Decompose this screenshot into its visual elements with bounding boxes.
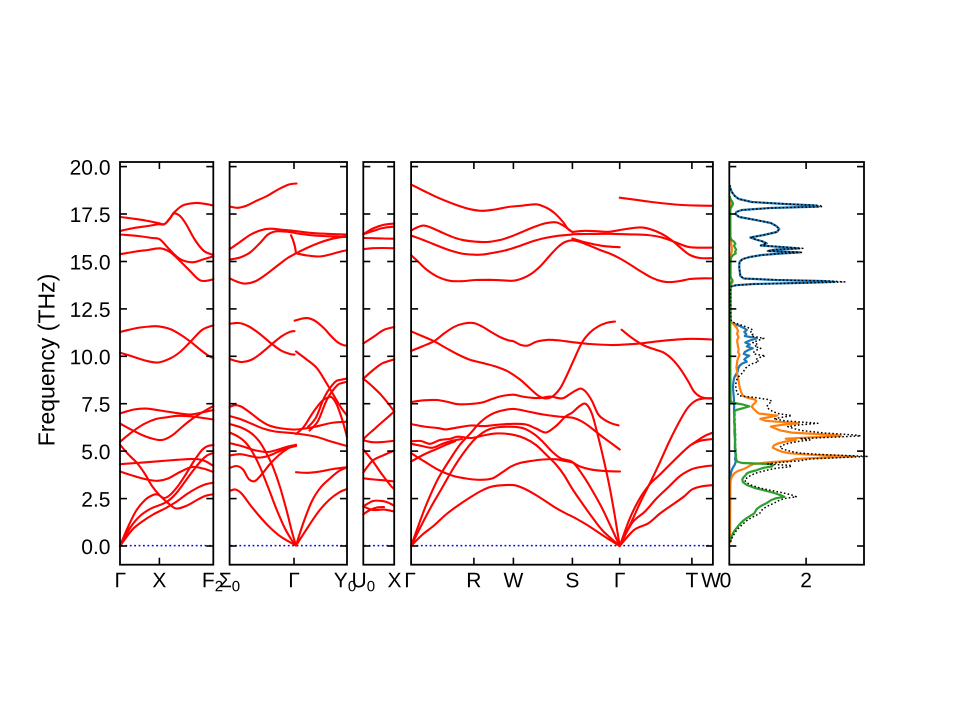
svg-text:7.5: 7.5 (81, 394, 110, 417)
svg-text:T: T (685, 569, 698, 592)
svg-text:2: 2 (800, 569, 812, 592)
svg-text:0.0: 0.0 (81, 536, 110, 559)
svg-text:0: 0 (720, 569, 732, 592)
svg-text:5.0: 5.0 (81, 441, 110, 464)
svg-text:S: S (565, 569, 579, 592)
svg-text:20.0: 20.0 (70, 157, 111, 180)
svg-text:R: R (466, 569, 481, 592)
svg-text:12.5: 12.5 (70, 299, 111, 322)
svg-text:W: W (503, 569, 523, 592)
svg-text:W: W (701, 569, 721, 592)
svg-text:Γ: Γ (614, 569, 626, 592)
svg-text:15.0: 15.0 (70, 251, 111, 274)
svg-text:2.5: 2.5 (81, 489, 110, 512)
svg-text:X: X (387, 569, 401, 592)
svg-text:Γ: Γ (115, 569, 127, 592)
svg-text:Frequency (THz): Frequency (THz) (34, 274, 60, 447)
svg-text:10.0: 10.0 (70, 346, 111, 369)
svg-text:X: X (152, 569, 166, 592)
svg-text:Γ: Γ (404, 569, 416, 592)
svg-text:17.5: 17.5 (70, 204, 111, 227)
svg-text:Γ: Γ (288, 569, 300, 592)
